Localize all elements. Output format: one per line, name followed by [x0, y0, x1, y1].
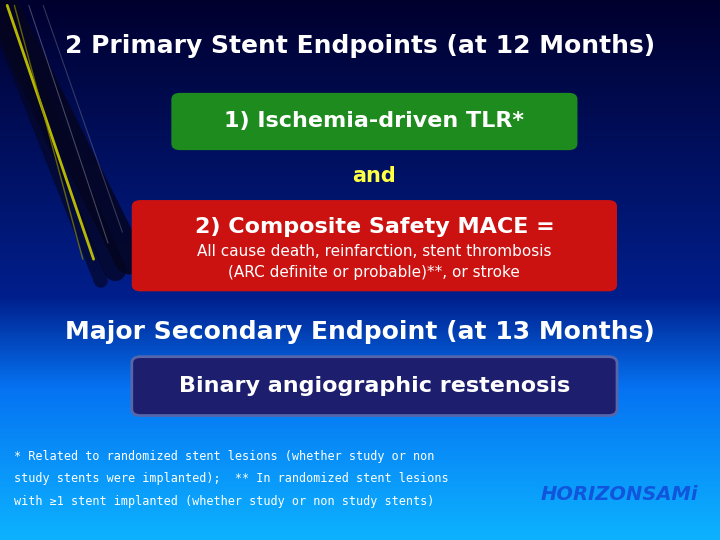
- Text: * Related to randomized stent lesions (whether study or non: * Related to randomized stent lesions (w…: [14, 450, 435, 463]
- Text: and: and: [353, 165, 396, 186]
- FancyBboxPatch shape: [132, 357, 617, 416]
- Text: HORIZONSAMi: HORIZONSAMi: [541, 484, 698, 504]
- Text: 1) Ischemia-driven TLR*: 1) Ischemia-driven TLR*: [225, 111, 524, 132]
- Text: Major Secondary Endpoint (at 13 Months): Major Secondary Endpoint (at 13 Months): [65, 320, 655, 344]
- Text: 2 Primary Stent Endpoints (at 12 Months): 2 Primary Stent Endpoints (at 12 Months): [65, 34, 655, 58]
- FancyBboxPatch shape: [132, 200, 617, 292]
- Text: study stents were implanted);  ** In randomized stent lesions: study stents were implanted); ** In rand…: [14, 472, 449, 485]
- Text: Binary angiographic restenosis: Binary angiographic restenosis: [179, 376, 570, 396]
- Text: All cause death, reinfarction, stent thrombosis
(ARC definite or probable)**, or: All cause death, reinfarction, stent thr…: [197, 244, 552, 280]
- FancyBboxPatch shape: [171, 93, 577, 150]
- Text: with ≥1 stent implanted (whether study or non study stents): with ≥1 stent implanted (whether study o…: [14, 495, 435, 508]
- Text: 2) Composite Safety MACE =: 2) Composite Safety MACE =: [194, 217, 554, 238]
